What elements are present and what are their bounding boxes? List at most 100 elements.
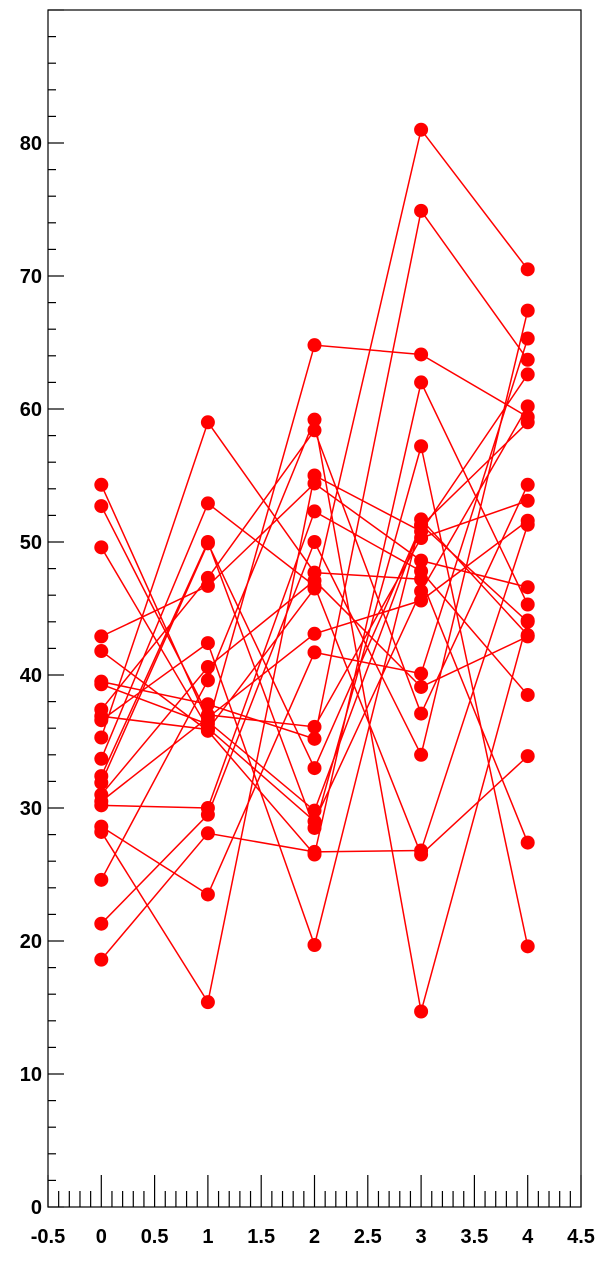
data-point (520, 517, 535, 532)
data-point (307, 645, 322, 660)
data-point (414, 1004, 429, 1019)
series-19 (94, 367, 535, 1010)
x-tick-label: 2.5 (354, 1226, 382, 1248)
tick-label-layer: 0 10 20 30 40 50 60 70 80 -0.5 0 0.5 1 1.5 2 2.5 3 3.5 4 4.… (20, 133, 595, 1248)
data-point (520, 331, 535, 346)
data-point (520, 597, 535, 612)
data-point (94, 872, 109, 887)
x-tick-label: 0 (96, 1226, 107, 1248)
data-point (414, 553, 429, 568)
data-point (307, 468, 322, 483)
y-tick-label: 20 (20, 931, 42, 953)
y-tick-label: 30 (20, 798, 42, 820)
y-tick-label: 0 (31, 1197, 42, 1219)
data-point (414, 747, 429, 762)
data-point (200, 673, 215, 688)
data-point (200, 415, 215, 430)
data-point (307, 844, 322, 859)
data-point (200, 710, 215, 725)
data-point (414, 679, 429, 694)
data-point (520, 835, 535, 850)
data-point (307, 338, 322, 353)
series-layer (94, 122, 535, 1019)
x-tick-label: 2 (309, 1226, 320, 1248)
data-point (307, 761, 322, 776)
data-point (520, 367, 535, 382)
series-4 (94, 476, 535, 644)
data-point (200, 807, 215, 822)
data-point (520, 477, 535, 492)
data-point (94, 713, 109, 728)
data-point (520, 613, 535, 628)
data-point (414, 122, 429, 137)
data-point (520, 580, 535, 595)
data-point (414, 666, 429, 681)
data-point (307, 412, 322, 427)
data-point (520, 399, 535, 414)
data-point (520, 262, 535, 277)
data-point (94, 540, 109, 555)
data-point (307, 731, 322, 746)
data-point (520, 749, 535, 764)
data-point (414, 593, 429, 608)
data-point (94, 751, 109, 766)
data-point (520, 493, 535, 508)
data-point (200, 536, 215, 551)
data-point (414, 347, 429, 362)
data-point (520, 939, 535, 954)
data-point (414, 203, 429, 218)
data-point (307, 719, 322, 734)
x-tick-label: 1 (202, 1226, 213, 1248)
data-point (94, 952, 109, 967)
x-tick-label: 0.5 (141, 1226, 169, 1248)
data-point (200, 887, 215, 902)
data-point (414, 843, 429, 858)
data-point (414, 375, 429, 390)
x-tick-label: 4.5 (567, 1226, 595, 1248)
x-tick-label: 3 (416, 1226, 427, 1248)
y-tick-label: 70 (20, 266, 42, 288)
data-point (94, 775, 109, 790)
data-point (200, 570, 215, 585)
x-tick-label: -0.5 (31, 1226, 65, 1248)
axis-layer (47, 9, 582, 1208)
data-point (200, 722, 215, 737)
data-point (94, 824, 109, 839)
data-point (307, 626, 322, 641)
y-tick-label: 50 (20, 532, 42, 554)
data-point (520, 687, 535, 702)
data-point (200, 697, 215, 712)
data-point (200, 636, 215, 651)
data-point (520, 415, 535, 430)
y-tick-label: 10 (20, 1064, 42, 1086)
data-point (414, 524, 429, 539)
data-point (94, 677, 109, 692)
x-tick-label: 3.5 (460, 1226, 488, 1248)
data-point (200, 826, 215, 841)
data-point (200, 995, 215, 1010)
data-point (94, 629, 109, 644)
series-6 (94, 203, 535, 746)
data-point (94, 798, 109, 813)
y-tick-label: 80 (20, 133, 42, 155)
data-point (307, 820, 322, 835)
y-tick-label: 60 (20, 399, 42, 421)
y-tick-label: 40 (20, 665, 42, 687)
series-14 (94, 415, 535, 790)
x-tick-label: 4 (522, 1226, 534, 1248)
data-point (94, 499, 109, 514)
data-point (94, 644, 109, 659)
data-point (94, 477, 109, 492)
data-point (94, 916, 109, 931)
data-point (94, 730, 109, 745)
data-point (307, 535, 322, 549)
series-22 (94, 517, 535, 967)
data-point (414, 706, 429, 721)
data-point (520, 352, 535, 367)
data-point (307, 937, 322, 952)
data-point (414, 439, 429, 454)
series-21 (94, 303, 535, 931)
